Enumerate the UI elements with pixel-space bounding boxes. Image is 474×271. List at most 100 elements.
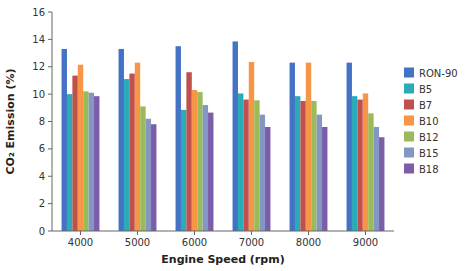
legend-item: B18 bbox=[404, 164, 439, 175]
series-bars bbox=[67, 79, 357, 231]
bar bbox=[89, 93, 94, 231]
legend-swatch bbox=[404, 100, 414, 110]
x-tick bbox=[308, 231, 309, 235]
series-bars bbox=[83, 91, 373, 231]
y-tick bbox=[48, 66, 52, 67]
bar bbox=[124, 79, 129, 231]
y-tick bbox=[48, 39, 52, 40]
legend-label: RON-90 bbox=[419, 68, 458, 79]
bar bbox=[151, 124, 156, 231]
bar bbox=[265, 127, 270, 231]
series-bars bbox=[78, 62, 368, 231]
legend: RON-90 B5 B7 B10 B12 B15 B18 bbox=[404, 68, 458, 175]
bar bbox=[352, 96, 357, 231]
x-tick bbox=[251, 231, 252, 235]
bar bbox=[233, 41, 238, 231]
x-axis-line bbox=[52, 231, 394, 232]
y-axis-label: CO₂ Emission (%) bbox=[4, 69, 17, 175]
bar bbox=[186, 72, 191, 231]
legend-label: B7 bbox=[419, 100, 432, 111]
legend-item: RON-90 bbox=[404, 68, 458, 79]
legend-item: B10 bbox=[404, 116, 439, 127]
bar bbox=[78, 65, 83, 231]
legend-swatch bbox=[404, 148, 414, 158]
y-tick-label: 12 bbox=[32, 61, 45, 72]
legend-swatch bbox=[404, 116, 414, 126]
bar bbox=[306, 63, 311, 231]
legend-label: B10 bbox=[419, 116, 439, 127]
bar bbox=[176, 46, 181, 231]
y-tick bbox=[48, 176, 52, 177]
bar bbox=[368, 113, 373, 231]
legend-item: B15 bbox=[404, 148, 439, 159]
bar bbox=[300, 101, 305, 231]
x-tick bbox=[80, 231, 81, 235]
y-tick-label: 8 bbox=[39, 116, 45, 127]
series-bars bbox=[89, 93, 379, 231]
y-tick-label: 14 bbox=[32, 34, 45, 45]
y-tick-label: 16 bbox=[32, 7, 45, 18]
legend-swatch bbox=[404, 84, 414, 94]
y-axis: 0246810121416 bbox=[32, 7, 52, 237]
x-tick-label: 6000 bbox=[182, 237, 207, 248]
legend-label: B5 bbox=[419, 84, 432, 95]
chart-svg: 0246810121416400050006000700080009000Eng… bbox=[0, 0, 474, 271]
bar bbox=[290, 63, 295, 231]
chart-container: 0246810121416400050006000700080009000Eng… bbox=[0, 0, 474, 271]
bar bbox=[129, 74, 134, 231]
legend-item: B7 bbox=[404, 100, 432, 111]
bar bbox=[238, 93, 243, 231]
bar bbox=[83, 91, 88, 231]
bar bbox=[322, 127, 327, 231]
x-tick bbox=[365, 231, 366, 235]
bar bbox=[119, 49, 124, 231]
x-tick bbox=[137, 231, 138, 235]
bar bbox=[62, 49, 67, 231]
bar bbox=[94, 96, 99, 231]
legend-label: B15 bbox=[419, 148, 439, 159]
y-tick bbox=[48, 94, 52, 95]
bar bbox=[254, 100, 259, 231]
bar bbox=[243, 100, 248, 231]
bar bbox=[311, 101, 316, 231]
legend-item: B12 bbox=[404, 132, 439, 143]
bar bbox=[72, 76, 77, 231]
y-tick bbox=[48, 121, 52, 122]
bar bbox=[140, 106, 145, 231]
x-tick-label: 4000 bbox=[68, 237, 93, 248]
bar bbox=[67, 94, 72, 231]
y-axis-line bbox=[52, 12, 53, 231]
legend-swatch bbox=[404, 132, 414, 142]
y-tick bbox=[48, 231, 52, 232]
x-axis-label: Engine Speed (rpm) bbox=[161, 253, 284, 266]
series-bars bbox=[62, 41, 352, 231]
bar bbox=[374, 127, 379, 231]
bar bbox=[357, 100, 362, 231]
y-tick-label: 10 bbox=[32, 89, 45, 100]
x-tick-label: 5000 bbox=[125, 237, 150, 248]
x-axis: 400050006000700080009000 bbox=[68, 231, 378, 248]
bar bbox=[146, 119, 151, 231]
bar bbox=[295, 96, 300, 231]
y-tick bbox=[48, 148, 52, 149]
x-tick-label: 7000 bbox=[239, 237, 264, 248]
x-tick bbox=[194, 231, 195, 235]
series-bars bbox=[94, 96, 384, 231]
bar bbox=[203, 105, 208, 231]
y-tick-label: 2 bbox=[39, 198, 45, 209]
legend-swatch bbox=[404, 164, 414, 174]
bar bbox=[379, 137, 384, 231]
bar bbox=[249, 62, 254, 231]
series-bars bbox=[72, 72, 362, 231]
legend-label: B12 bbox=[419, 132, 439, 143]
y-tick-label: 4 bbox=[39, 171, 45, 182]
bar bbox=[197, 92, 202, 231]
y-tick-label: 6 bbox=[39, 143, 45, 154]
bar bbox=[135, 63, 140, 231]
x-tick-label: 8000 bbox=[296, 237, 321, 248]
bar bbox=[260, 115, 265, 231]
legend-item: B5 bbox=[404, 84, 432, 95]
legend-swatch bbox=[404, 68, 414, 78]
y-tick bbox=[48, 203, 52, 204]
bar bbox=[347, 63, 352, 231]
